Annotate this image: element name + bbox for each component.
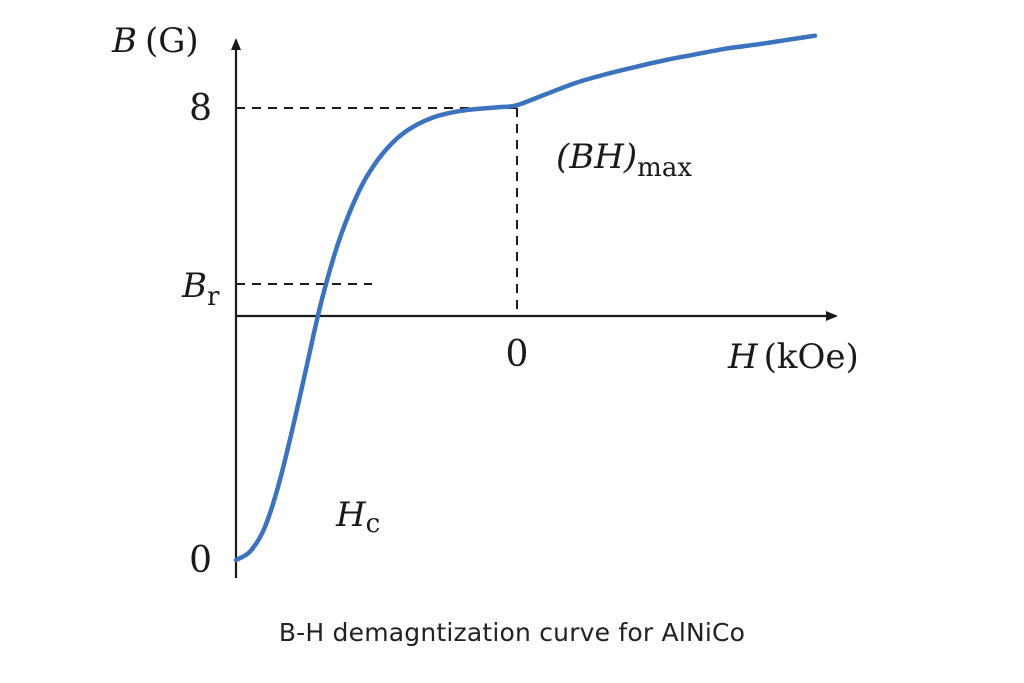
x-axis-title: H (kOe) — [727, 337, 859, 377]
bh-chart: B (G) H (kOe) 8 0 0 Br Hc (BH)max — [111, 21, 859, 581]
coercivity-label: Hc — [335, 495, 380, 539]
figure-caption: B-H demagntization curve for AlNiCo — [278, 618, 746, 647]
y-tick-label-8: 8 — [189, 88, 212, 129]
bh-curve — [233, 33, 818, 563]
y-axis-title: B (G) — [111, 21, 199, 61]
y-tick-label-0: 0 — [189, 540, 212, 581]
bh-max-label: (BH)max — [556, 137, 692, 183]
remanence-label: Br — [181, 266, 220, 312]
x-tick-label-0: 0 — [506, 334, 529, 375]
